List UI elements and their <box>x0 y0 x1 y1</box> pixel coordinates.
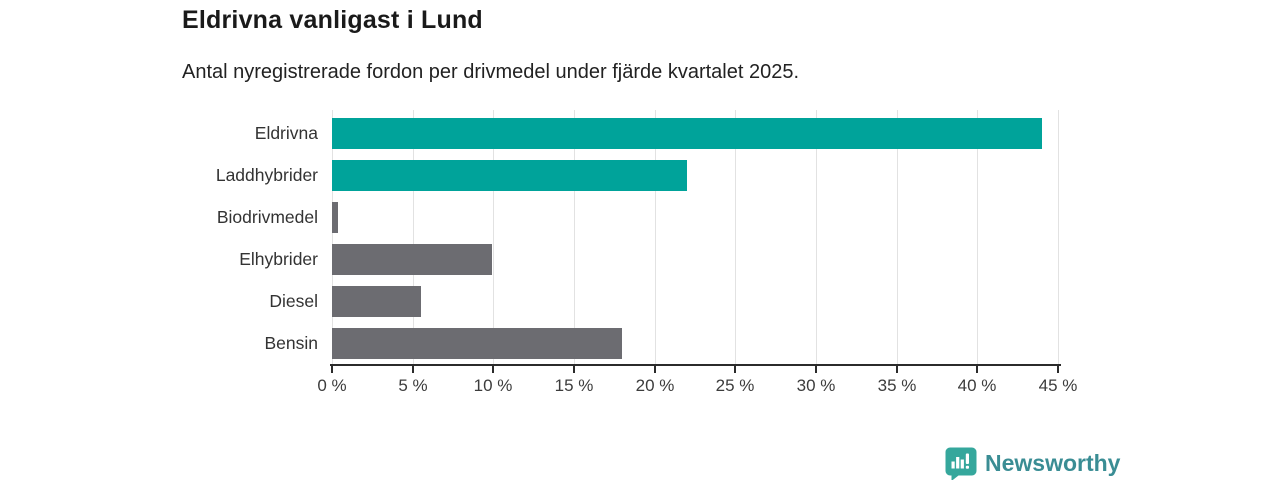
x-axis-tick-label: 15 % <box>554 376 594 395</box>
x-axis-tick-label: 45 % <box>1038 376 1078 395</box>
gridline-30 <box>816 110 817 364</box>
x-axis-tick-label: 35 % <box>877 376 917 395</box>
gridline-20 <box>655 110 656 364</box>
gridline-15 <box>574 110 575 364</box>
category-label-laddhybrider: Laddhybrider <box>215 165 318 185</box>
x-axis-tick-45 <box>1057 366 1059 373</box>
x-axis-tick-label: 10 % <box>473 376 513 395</box>
gridline-5 <box>413 110 414 364</box>
x-axis-line <box>330 364 1061 366</box>
bar-diesel <box>332 286 421 317</box>
category-label-elhybrider: Elhybrider <box>239 249 318 269</box>
x-axis-tick-40 <box>976 366 978 373</box>
x-axis-tick-35 <box>896 366 898 373</box>
x-axis-tick-label: 5 % <box>398 376 428 395</box>
x-axis-tick-label: 0 % <box>317 376 347 395</box>
category-labels: Eldrivna Laddhybrider Biodrivmedel Elhybrid… <box>0 110 318 364</box>
bar-elhybrider <box>332 244 492 275</box>
x-axis-tick-label: 30 % <box>796 376 836 395</box>
newsworthy-logo-link[interactable]: Newsworthy <box>944 446 1120 480</box>
gridline-25 <box>735 110 736 364</box>
x-axis-tick-15 <box>573 366 575 373</box>
x-axis-tick-10 <box>492 366 494 373</box>
category-label-eldrivna: Eldrivna <box>254 123 318 143</box>
x-axis-tick-5 <box>412 366 414 373</box>
x-axis-tick-30 <box>815 366 817 373</box>
category-label-biodrivmedel: Biodrivmedel <box>216 207 318 227</box>
x-axis-tick-label: 40 % <box>957 376 997 395</box>
bar-biodrivmedel <box>332 202 338 233</box>
newsworthy-wordmark: Newsworthy <box>985 450 1121 476</box>
x-axis-tick-0 <box>331 366 333 373</box>
x-axis-tick-20 <box>654 366 656 373</box>
gridline-10 <box>493 110 494 364</box>
bar-laddhybrider <box>332 160 687 191</box>
chart-title: Eldrivna vanligast i Lund <box>182 6 483 34</box>
bar-bensin <box>332 328 622 359</box>
chart-subtitle: Antal nyregistrerade fordon per drivmede… <box>182 61 800 83</box>
category-label-diesel: Diesel <box>269 291 318 311</box>
plot-area: 0 % 5 % 10 % 15 % 20 % 25 % 30 % 35 % 40 % 45 % <box>317 110 1077 395</box>
gridline-35 <box>897 110 898 364</box>
gridline-40 <box>977 110 978 364</box>
bar-eldrivna <box>332 118 1042 149</box>
gridline-0 <box>332 110 333 364</box>
x-axis-tick-25 <box>734 366 736 373</box>
x-axis-tick-label: 25 % <box>715 376 755 395</box>
newsworthy-bar-chart-speech-bubble-icon <box>944 446 978 480</box>
gridline-45 <box>1058 110 1059 364</box>
category-label-bensin: Bensin <box>264 333 318 353</box>
x-axis-tick-label: 20 % <box>635 376 675 395</box>
